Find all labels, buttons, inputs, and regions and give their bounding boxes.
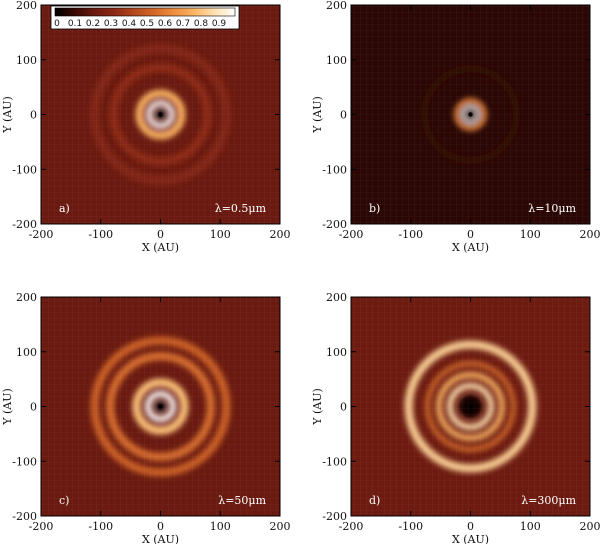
colorbar-tick-label: 0.7: [176, 19, 190, 29]
colorbar-tick-label: 0.1: [68, 19, 82, 29]
colorbar-tick-label: 0.4: [122, 19, 137, 29]
panel-b: -200 -100 0 100 200 -200 -100 0 100 200 X (AU) Y (A…: [311, 0, 600, 254]
x-tick-label: 100: [210, 228, 231, 241]
wavelength-label: λ=300μm: [521, 494, 576, 507]
panel-c: -200 -100 0 100 200 -200 -100 0 100 200 X (AU) Y (A…: [1, 291, 291, 544]
grid-texture: [351, 5, 590, 224]
colorbar-gradient: [54, 7, 236, 17]
x-axis-label: X (AU): [452, 241, 489, 254]
y-tick-label: -200: [12, 510, 37, 523]
y-tick-label: 100: [326, 346, 347, 359]
y-tick-label: 0: [340, 109, 347, 122]
x-tick-label: -200: [29, 520, 54, 533]
y-tick-label: 200: [16, 0, 37, 12]
colorbar-tick-label: 0.6: [158, 19, 173, 29]
grid-texture: [41, 297, 280, 516]
wavelength-label: λ=10μm: [528, 202, 576, 215]
y-tick-label: -100: [12, 163, 37, 176]
y-tick-label: -100: [322, 163, 347, 176]
x-tick-label: 100: [520, 228, 541, 241]
panel-a: -200 -100 0 100 200 -200 -100 0 100 200 X (AU) Y (A…: [1, 0, 291, 254]
y-tick-label: 200: [16, 291, 37, 304]
colorbar-tick-label: 0.3: [104, 19, 118, 29]
colorbar-tick-label: 0.8: [194, 19, 209, 29]
y-axis-label: Y (AU): [311, 388, 324, 426]
y-tick-label: 200: [326, 291, 347, 304]
y-tick-label: 0: [340, 401, 347, 414]
x-tick-label: -200: [29, 228, 54, 241]
x-tick-label: 0: [157, 520, 164, 533]
x-tick-label: 0: [467, 520, 474, 533]
y-tick-label: 0: [30, 401, 37, 414]
y-tick-label: -100: [322, 455, 347, 468]
y-tick-label: 200: [326, 0, 347, 12]
x-axis-label: X (AU): [142, 533, 179, 544]
x-tick-label: -100: [398, 228, 423, 241]
y-tick-label: -100: [12, 455, 37, 468]
panel-label: b): [369, 202, 380, 215]
colorbar-tick-label: 0.2: [86, 19, 100, 29]
x-tick-label: -100: [398, 520, 423, 533]
x-tick-label: 200: [270, 228, 291, 241]
y-axis-label: Y (AU): [311, 96, 324, 134]
y-tick-label: 0: [30, 109, 37, 122]
x-tick-label: 0: [467, 228, 474, 241]
x-tick-label: 200: [580, 520, 600, 533]
x-tick-label: -100: [88, 228, 113, 241]
x-tick-label: -200: [339, 520, 364, 533]
panel-label: c): [59, 494, 69, 507]
colorbar: 0 0.1 0.2 0.3 0.4 0.5 0.6 0.7 0.8 0.9: [50, 5, 240, 30]
x-tick-label: 200: [270, 520, 291, 533]
x-axis-label: X (AU): [452, 533, 489, 544]
y-tick-label: -200: [322, 510, 347, 523]
y-axis-label: Y (AU): [1, 388, 14, 426]
grid-texture: [351, 297, 590, 516]
x-tick-label: -200: [339, 228, 364, 241]
colorbar-tick-label: 0.9: [212, 19, 227, 29]
colorbar-tick-label: 0: [54, 19, 60, 29]
wavelength-label: λ=50μm: [218, 494, 266, 507]
y-axis-label: Y (AU): [1, 96, 14, 134]
x-tick-label: 100: [210, 520, 231, 533]
y-tick-label: 100: [16, 346, 37, 359]
y-tick-label: 100: [16, 54, 37, 67]
x-tick-label: 200: [580, 228, 600, 241]
x-tick-label: 0: [157, 228, 164, 241]
y-tick-label: -200: [12, 218, 37, 231]
grid-texture: [41, 5, 280, 224]
wavelength-label: λ=0.5μm: [215, 202, 267, 215]
panel-label: d): [369, 494, 380, 507]
panel-label: a): [59, 202, 70, 215]
x-tick-label: 100: [520, 520, 541, 533]
x-axis-label: X (AU): [142, 241, 179, 254]
panel-d: -200 -100 0 100 200 -200 -100 0 100 200 X (AU) Y (A…: [311, 291, 600, 544]
x-tick-label: -100: [88, 520, 113, 533]
y-tick-label: -200: [322, 218, 347, 231]
colorbar-tick-label: 0.5: [140, 19, 154, 29]
y-tick-label: 100: [326, 54, 347, 67]
